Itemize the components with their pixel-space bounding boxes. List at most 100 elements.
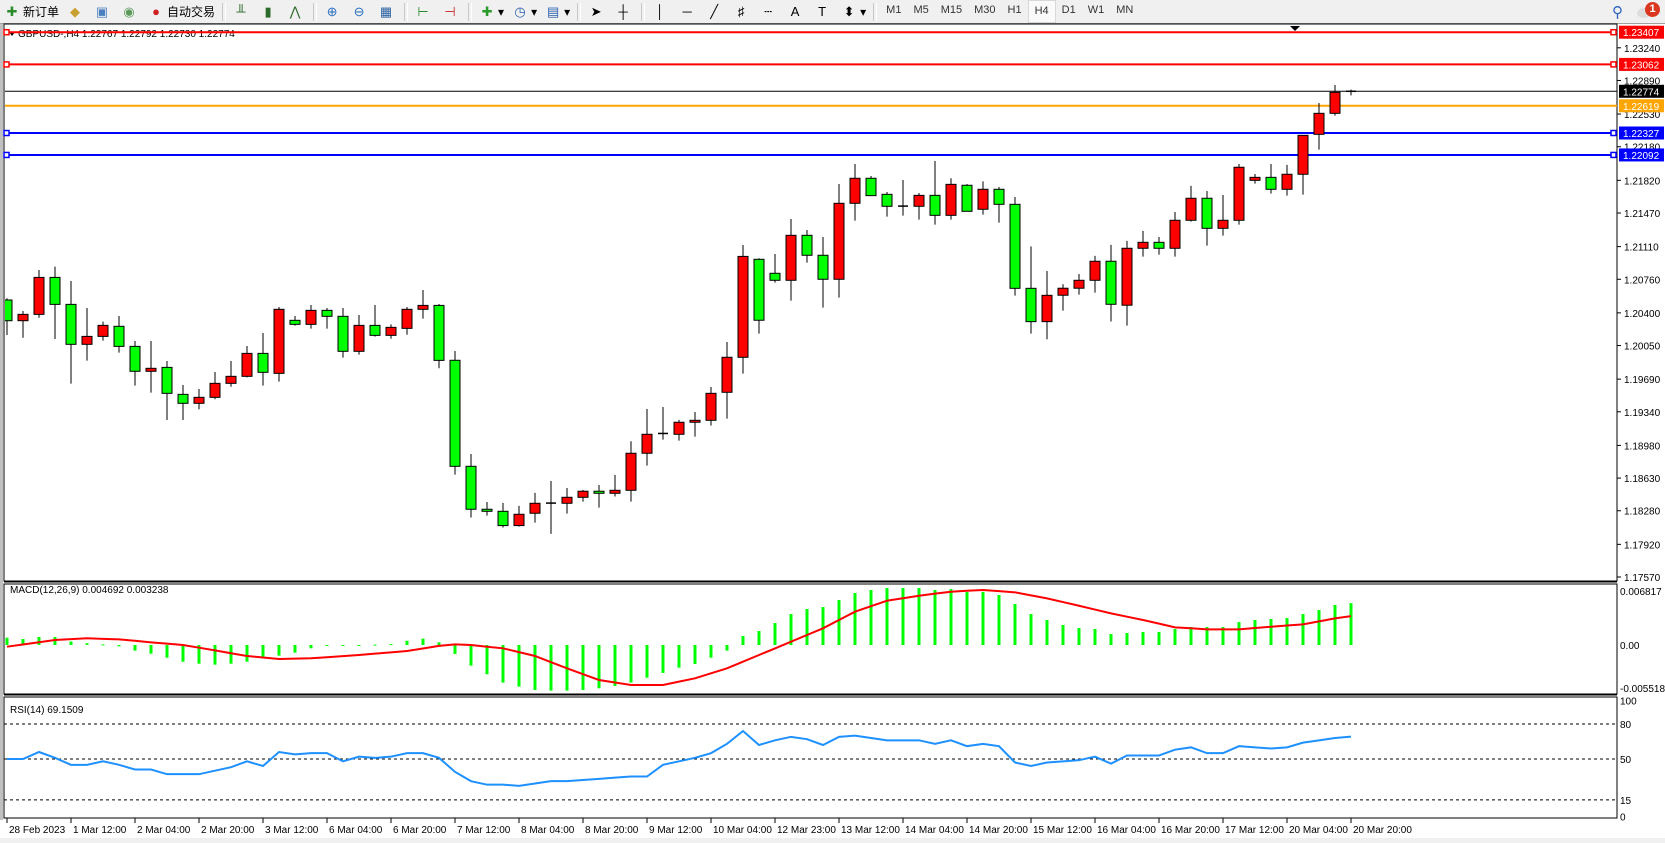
macd-bar: [389, 644, 393, 646]
candle: [1281, 164, 1293, 196]
price-label: 1.20760: [1624, 275, 1661, 286]
price-label: 1.18980: [1624, 441, 1661, 452]
timeframe-h4[interactable]: H4: [1027, 0, 1056, 23]
candle-body: [1281, 173, 1293, 190]
price-label: 1.17570: [1624, 573, 1661, 584]
candle: [1265, 163, 1277, 194]
new-order-button[interactable]: ✚ 新订单: [0, 1, 63, 22]
candle: [33, 270, 45, 318]
candle: [929, 161, 941, 225]
separator: [313, 2, 318, 21]
timeframe-m30[interactable]: M30: [974, 4, 996, 16]
candle-body: [289, 319, 301, 325]
timeframe-m1[interactable]: M1: [886, 4, 902, 16]
line-chart-button[interactable]: ⋀: [283, 1, 310, 22]
line-anchor-handle: [1610, 129, 1617, 137]
candle-body: [529, 502, 541, 514]
macd-bar: [645, 645, 649, 678]
candle: [785, 218, 797, 301]
candle: [513, 505, 525, 527]
bar-chart-button[interactable]: ╨: [229, 1, 256, 22]
timeframe-h1[interactable]: H1: [1007, 4, 1022, 16]
candle-body: [81, 335, 93, 345]
candlestick-button[interactable]: ▮: [256, 1, 283, 22]
candle: [673, 419, 685, 441]
chart-shift-icon: ⊢: [417, 3, 429, 19]
macd-bar: [1045, 620, 1049, 645]
candle-body: [1169, 219, 1181, 249]
candle-body: [513, 513, 525, 527]
text-label-button[interactable]: T: [810, 1, 837, 22]
timeframe-w1[interactable]: W1: [1087, 4, 1105, 16]
history-button[interactable]: ◆: [63, 1, 90, 22]
macd-bar: [245, 645, 249, 662]
macd-label: MACD(12,26,9) 0.004692 0.003238: [10, 585, 169, 596]
macd-bar: [1077, 628, 1081, 645]
chart-shift-button[interactable]: ⊢: [411, 1, 438, 22]
chart-header: GBPUSD-,H4 1.22767 1.22792 1.22730 1.227…: [18, 29, 235, 40]
macd-bar: [661, 645, 665, 673]
macd-bar: [1237, 622, 1241, 645]
candle: [1057, 284, 1069, 311]
time-label: 17 Mar 12:00: [1225, 825, 1284, 836]
macd-bar: [629, 645, 633, 683]
macd-bar: [37, 636, 41, 645]
arrows-button[interactable]: ⬍ ▾: [837, 1, 870, 22]
time-label: 9 Mar 12:00: [649, 825, 703, 836]
price-label: 1.22890: [1624, 76, 1661, 87]
vertical-line-button[interactable]: │: [648, 1, 675, 22]
tile-windows-button[interactable]: ▦: [374, 1, 401, 22]
auto-trading-button[interactable]: ● 自动交易: [144, 1, 219, 22]
candle: [305, 305, 317, 329]
price-tag-label: 1.22327: [1623, 129, 1660, 140]
zoom-out-button[interactable]: ⊖: [347, 1, 374, 22]
timeframe-m5[interactable]: M5: [913, 4, 929, 16]
timeframe-d1[interactable]: D1: [1061, 4, 1076, 16]
fibo-fan-button[interactable]: ┄: [756, 1, 783, 22]
template-button[interactable]: ▤ ▾: [546, 3, 571, 19]
candle: [961, 183, 973, 212]
chat-icon[interactable]: 1: [1637, 1, 1660, 22]
macd-signal-line: [6, 588, 1352, 686]
candle: [1121, 240, 1133, 326]
candle: [5, 298, 13, 335]
macd-bar: [997, 595, 1001, 645]
signal-button[interactable]: ◉: [117, 1, 144, 22]
candle-body: [241, 352, 253, 377]
text-button[interactable]: A: [783, 1, 810, 22]
candle: [753, 258, 765, 334]
macd-bar: [549, 645, 553, 691]
zoom-in-icon: ⊕: [326, 3, 338, 19]
trendline-button[interactable]: ╱: [702, 1, 729, 22]
candle: [1041, 270, 1053, 340]
candle: [769, 253, 781, 283]
candle: [1346, 89, 1356, 96]
zoom-out-icon: ⊖: [353, 3, 365, 19]
candle: [577, 489, 589, 502]
candle-body: [369, 324, 381, 336]
candle-body: [1265, 176, 1277, 190]
timeframe-mn[interactable]: MN: [1116, 4, 1134, 16]
candle-body: [817, 254, 829, 280]
search-icon[interactable]: ⚲: [1612, 3, 1623, 21]
crosshair-button[interactable]: ┼: [611, 1, 638, 22]
fibonacci-button[interactable]: ♯: [729, 1, 756, 22]
periods-button[interactable]: ◷ ▾: [508, 1, 541, 22]
cursor-button[interactable]: ➤: [584, 1, 611, 22]
candle: [193, 389, 205, 410]
macd-bar: [1173, 629, 1177, 645]
template-icon: ▤: [546, 3, 560, 19]
zoom-in-button[interactable]: ⊕: [320, 1, 347, 22]
horizontal-line-button[interactable]: ─: [675, 1, 702, 22]
navigator-button[interactable]: ▣: [90, 1, 117, 22]
time-label: 28 Feb 2023: [9, 825, 66, 836]
candle-body: [753, 258, 765, 321]
chart-shift-marker: [1290, 26, 1300, 31]
timeframe-m15[interactable]: M15: [940, 4, 963, 16]
candle-body: [401, 308, 413, 329]
new-chart-button[interactable]: ✚ ▾: [475, 1, 508, 22]
autoscroll-button[interactable]: ⊣: [438, 1, 465, 22]
macd-bar: [421, 638, 425, 645]
rsi-axis-label: 100: [1620, 697, 1637, 708]
